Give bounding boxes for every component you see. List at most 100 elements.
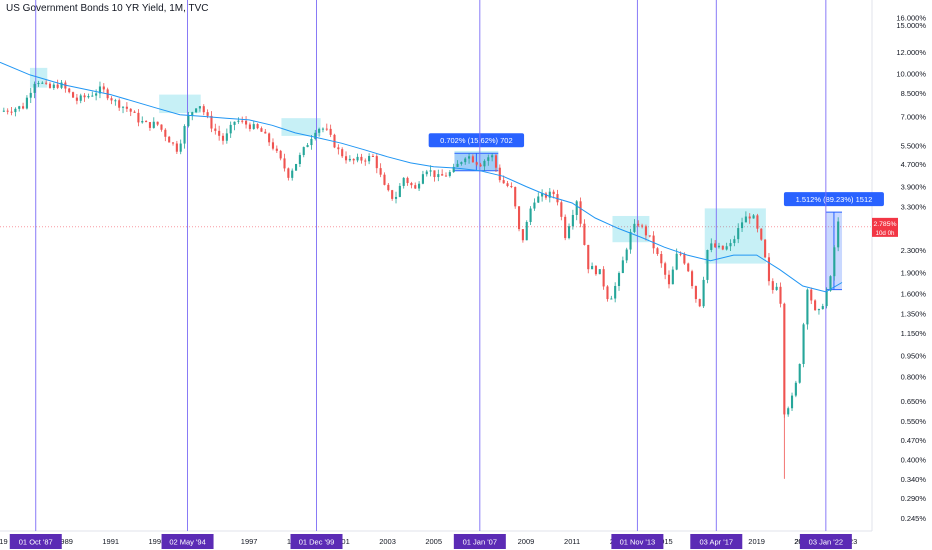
candle-body bbox=[587, 244, 590, 270]
measure-label: 1.512% (89.23%) 1512 bbox=[796, 195, 873, 204]
candle-body bbox=[210, 115, 213, 129]
candle-body bbox=[60, 82, 63, 88]
marker-date-label: 01 Jan '07 bbox=[463, 538, 497, 547]
candle-body bbox=[168, 136, 171, 143]
candle-body bbox=[75, 97, 78, 101]
candle-body bbox=[771, 281, 774, 290]
y-tick-label: 1.600% bbox=[901, 289, 927, 298]
candle-body bbox=[468, 156, 471, 159]
candle-body bbox=[195, 108, 198, 113]
candle-body bbox=[614, 285, 617, 299]
x-tick-label: 2015 bbox=[656, 537, 673, 546]
marker-date-label: 02 May '94 bbox=[169, 538, 205, 547]
candle-body bbox=[41, 82, 44, 84]
x-tick-label: 2011 bbox=[564, 537, 580, 546]
candle-body bbox=[241, 120, 244, 122]
candle-body bbox=[683, 254, 686, 264]
candle-body bbox=[564, 216, 567, 239]
candle-body bbox=[329, 128, 332, 135]
candle-body bbox=[387, 184, 390, 191]
candle-body bbox=[533, 202, 536, 209]
candle-body bbox=[648, 235, 651, 237]
candle-body bbox=[494, 155, 498, 168]
candle-body bbox=[575, 201, 578, 215]
candle-body bbox=[148, 122, 152, 128]
candle-body bbox=[164, 129, 167, 137]
candle-body bbox=[2, 110, 5, 112]
candle-body bbox=[429, 170, 432, 172]
candle-body bbox=[344, 156, 348, 161]
candle-body bbox=[321, 128, 325, 130]
y-tick-label: 0.470% bbox=[901, 436, 927, 445]
candle-body bbox=[260, 128, 263, 132]
candle-body bbox=[406, 177, 409, 184]
candle-body bbox=[302, 147, 305, 156]
candle-body bbox=[702, 279, 705, 307]
candle-body bbox=[437, 174, 440, 178]
y-tick-label: 0.550% bbox=[901, 417, 927, 426]
candle-body bbox=[98, 86, 102, 94]
price-label: 2.785% bbox=[873, 221, 896, 228]
candle-body bbox=[794, 382, 797, 396]
candle-body bbox=[45, 82, 48, 84]
candle-body bbox=[641, 225, 644, 227]
candle-body bbox=[52, 84, 55, 88]
candle-body bbox=[368, 155, 371, 162]
candle-body bbox=[114, 100, 117, 102]
candle-body bbox=[621, 260, 624, 274]
candle-body bbox=[398, 185, 401, 197]
candle-body bbox=[833, 247, 836, 277]
candle-body bbox=[525, 221, 528, 241]
candle-body bbox=[391, 190, 394, 199]
y-tick-label: 12.000% bbox=[896, 48, 926, 57]
candle-body bbox=[310, 138, 313, 146]
candle-body bbox=[71, 92, 75, 98]
candle-body bbox=[291, 170, 294, 178]
y-tick-label: 1.150% bbox=[901, 329, 927, 338]
candle-body bbox=[198, 106, 201, 109]
candle-body bbox=[287, 168, 290, 178]
measure-label-bg bbox=[428, 133, 525, 148]
candle-body bbox=[256, 124, 259, 129]
candle-body bbox=[56, 84, 59, 88]
candle-body bbox=[598, 269, 601, 275]
candle-body bbox=[464, 158, 467, 163]
candle-body bbox=[775, 286, 778, 290]
y-tick-label: 0.340% bbox=[901, 475, 927, 484]
candle-body bbox=[152, 121, 155, 128]
candle-body bbox=[767, 257, 771, 282]
marker-date-label: 01 Dec '99 bbox=[299, 538, 335, 547]
candle-body bbox=[537, 196, 540, 203]
candle-body bbox=[133, 111, 136, 113]
candle-body bbox=[487, 157, 490, 161]
y-tick-label: 2.300% bbox=[901, 246, 927, 255]
candle-body bbox=[425, 171, 428, 175]
candle-body bbox=[237, 120, 240, 122]
candle-body bbox=[29, 92, 32, 98]
candle-body bbox=[606, 286, 609, 300]
candle-body bbox=[694, 286, 697, 300]
candle-body bbox=[502, 180, 505, 184]
candle-body bbox=[837, 221, 840, 248]
candle-body bbox=[548, 191, 551, 198]
candle-body bbox=[617, 273, 621, 286]
y-tick-label: 0.290% bbox=[901, 494, 927, 503]
candle-body bbox=[414, 185, 417, 189]
candle-body bbox=[687, 263, 690, 272]
candle-body bbox=[337, 147, 340, 150]
candle-body bbox=[733, 239, 736, 244]
candle-body bbox=[737, 228, 740, 240]
marker-date-bg bbox=[611, 534, 664, 549]
candle-body bbox=[675, 253, 678, 270]
highlight-box bbox=[159, 94, 201, 114]
candle-body bbox=[279, 150, 282, 159]
candle-body bbox=[783, 303, 786, 415]
marker-date-label: 01 Oct '87 bbox=[19, 538, 53, 547]
candle-body bbox=[671, 269, 674, 285]
candle-body bbox=[625, 249, 628, 261]
candle-body bbox=[433, 170, 436, 178]
x-tick-label: 2009 bbox=[518, 537, 535, 546]
candle-body bbox=[691, 271, 694, 287]
